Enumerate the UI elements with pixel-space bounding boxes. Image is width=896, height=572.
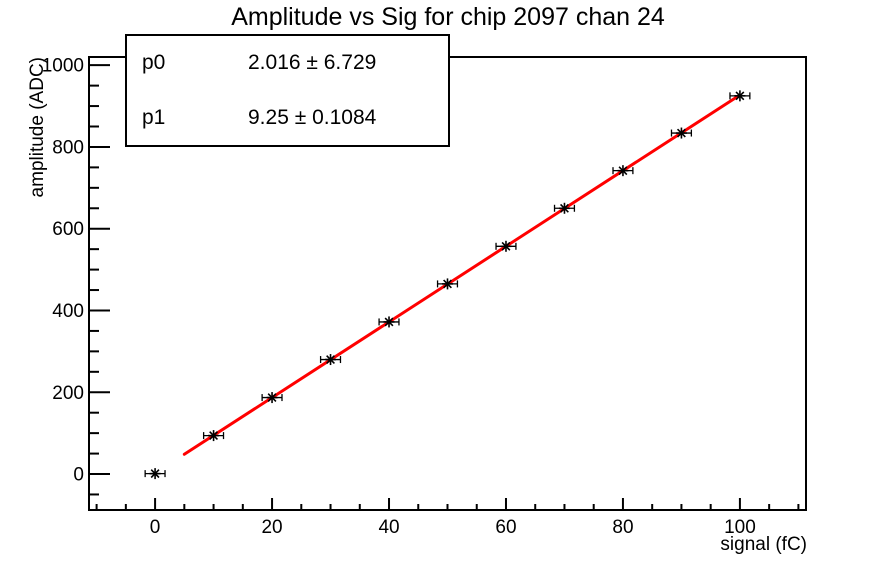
param-p1-value: 9.25 ± 0.1084 [248, 105, 377, 129]
x-tick-label: 100 [724, 517, 756, 538]
data-point-marker [150, 469, 160, 479]
data-point-marker [560, 203, 569, 213]
y-tick-label: 200 [52, 383, 84, 404]
x-tick-label: 80 [612, 517, 633, 538]
param-p0-value: 2.016 ± 6.729 [248, 51, 377, 75]
stats-row-p0: p0 2.016 ± 6.729 [127, 36, 448, 91]
y-tick-label: 600 [52, 219, 84, 240]
y-tick-label: 800 [52, 137, 84, 158]
data-point-marker [384, 317, 394, 327]
x-tick-label: 20 [261, 517, 282, 538]
y-tick-label: 0 [73, 465, 84, 486]
stats-row-p1: p1 9.25 ± 0.1084 [127, 91, 448, 146]
x-tick-label: 0 [150, 517, 161, 538]
data-point-marker [735, 91, 745, 101]
chart-title: Amplitude vs Sig for chip 2097 chan 24 [231, 3, 665, 31]
param-p0-name: p0 [142, 51, 166, 75]
fit-line [182, 93, 742, 456]
data-point-marker [618, 166, 628, 176]
param-p1-name: p1 [142, 105, 166, 129]
x-axis-title: signal (fC) [720, 534, 807, 555]
data-point-marker [209, 431, 219, 441]
x-tick-label: 60 [495, 517, 516, 538]
data-point-marker [676, 128, 686, 138]
data-point-marker [326, 355, 335, 364]
x-tick-label: 40 [378, 517, 399, 538]
data-point-marker [501, 241, 511, 251]
data-point-marker [267, 393, 277, 403]
data-point-marker [443, 279, 452, 289]
y-tick-label: 1000 [42, 56, 84, 77]
y-axis-title: amplitude (ADC) [27, 57, 48, 197]
y-tick-label: 400 [52, 301, 84, 322]
fit-stats-box: p0 2.016 ± 6.729 p1 9.25 ± 0.1084 [125, 34, 450, 147]
